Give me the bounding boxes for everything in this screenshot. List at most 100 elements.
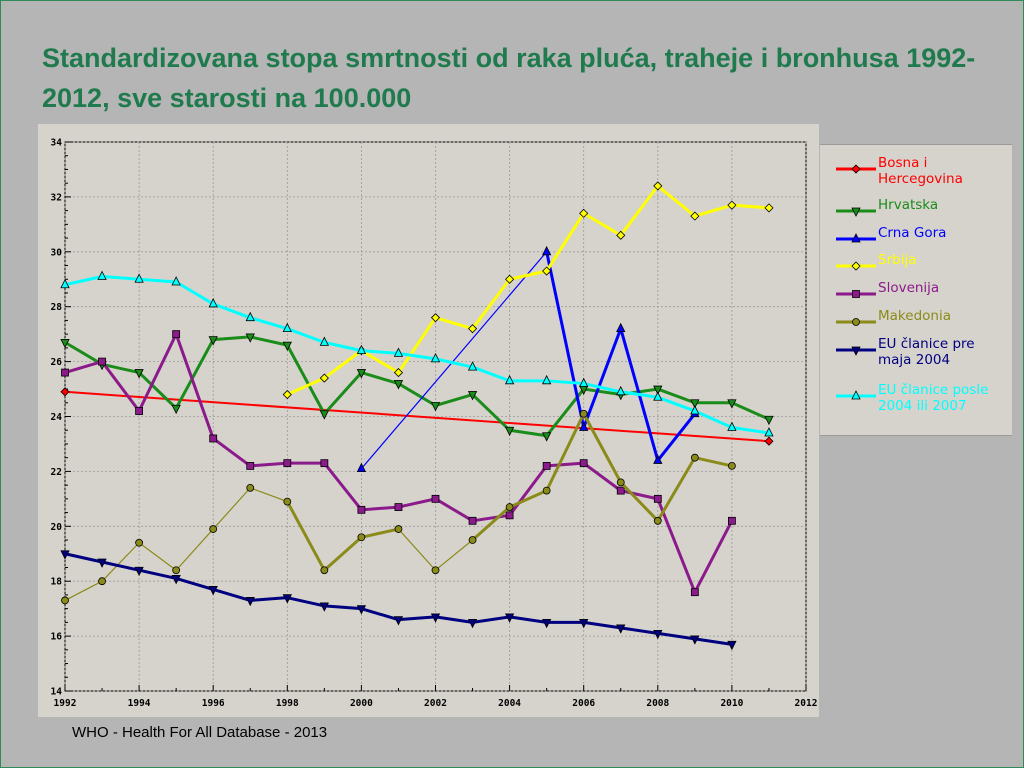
legend-label: Crna Gora xyxy=(878,225,947,241)
series-segment xyxy=(174,280,215,306)
data-point xyxy=(430,402,441,412)
data-point xyxy=(430,352,441,363)
series-segment xyxy=(582,382,623,394)
series-segment xyxy=(656,456,697,523)
series-segment xyxy=(619,390,660,399)
series-segment xyxy=(285,327,326,344)
series-segment xyxy=(211,302,252,320)
series-segment xyxy=(434,393,475,408)
series-segment xyxy=(248,461,289,468)
series-segment xyxy=(471,513,512,523)
data-point xyxy=(98,357,106,366)
data-point xyxy=(505,503,514,511)
data-point xyxy=(245,333,255,343)
data-point xyxy=(468,516,477,525)
data-point xyxy=(653,391,663,401)
series-segment xyxy=(359,505,400,512)
data-point xyxy=(356,462,367,473)
series-segment xyxy=(545,412,586,493)
data-point xyxy=(616,230,626,240)
series-segment xyxy=(322,349,363,380)
data-point xyxy=(61,368,69,377)
series-segment xyxy=(322,461,363,512)
data-point xyxy=(319,336,329,346)
series-segment xyxy=(730,425,771,435)
x-tick-label: 1992 xyxy=(54,698,77,709)
data-point xyxy=(319,373,329,383)
series-segment xyxy=(137,371,178,410)
series-segment xyxy=(63,360,104,375)
series-segment xyxy=(545,211,586,273)
data-point xyxy=(282,389,292,400)
series-segment xyxy=(730,203,771,210)
series-segment xyxy=(471,365,512,383)
data-point xyxy=(579,421,589,431)
series-segment xyxy=(471,615,512,624)
data-point xyxy=(653,494,662,503)
data-point xyxy=(690,399,700,409)
series-segment xyxy=(619,184,660,237)
series-segment xyxy=(359,607,400,622)
y-tick-label: 24 xyxy=(51,412,63,423)
legend-label: Srbija xyxy=(878,252,917,268)
series-segment xyxy=(211,587,252,602)
data-point xyxy=(320,566,329,575)
legend-marker xyxy=(851,346,861,356)
data-point xyxy=(394,525,403,533)
series-segment xyxy=(396,382,437,408)
data-point xyxy=(171,575,181,585)
series-segment xyxy=(138,542,177,571)
data-point xyxy=(579,618,589,629)
series-4 xyxy=(282,181,774,400)
data-point xyxy=(764,415,774,426)
data-point xyxy=(98,577,106,586)
data-point xyxy=(505,274,515,284)
data-point xyxy=(208,298,218,308)
data-point xyxy=(616,322,626,333)
series-segment xyxy=(137,568,178,580)
data-point xyxy=(467,324,478,334)
data-point xyxy=(393,380,404,390)
series-segment xyxy=(322,371,363,416)
data-point xyxy=(542,266,552,276)
chart-legend: Bosna i Hercegovina Hrvatska Crna Gora Srbi… xyxy=(820,144,1012,436)
data-point xyxy=(393,368,404,378)
legend-marker xyxy=(852,290,860,298)
series-segment xyxy=(100,275,141,281)
series-segment xyxy=(64,580,103,602)
y-tick-label: 22 xyxy=(51,467,62,478)
legend-marker xyxy=(851,233,861,243)
data-point xyxy=(320,459,329,468)
legend-label: EU članice pre maja 2004 xyxy=(878,336,975,368)
data-point xyxy=(282,594,292,604)
series-segment xyxy=(359,349,400,375)
series-segment xyxy=(656,184,697,218)
data-point xyxy=(467,618,478,629)
series-segment xyxy=(619,489,660,501)
series-segment xyxy=(545,461,586,468)
data-point xyxy=(764,427,774,437)
series-segment xyxy=(693,637,734,646)
data-point xyxy=(542,618,552,629)
series-segment xyxy=(322,604,363,611)
x-tick-label: 2004 xyxy=(498,698,521,709)
data-point xyxy=(579,409,588,418)
series-segment xyxy=(582,211,623,237)
data-point xyxy=(505,511,514,520)
x-tick-label: 2002 xyxy=(424,698,447,709)
data-point xyxy=(579,459,588,468)
series-segment xyxy=(693,456,734,468)
series-segment xyxy=(322,340,363,353)
series-segment xyxy=(100,362,141,375)
data-point xyxy=(579,377,589,387)
series-segment xyxy=(656,412,697,462)
series-6 xyxy=(61,409,736,605)
series-segment xyxy=(396,351,437,361)
data-point xyxy=(60,278,70,289)
data-point xyxy=(134,273,144,283)
data-point xyxy=(431,494,440,503)
data-point xyxy=(764,436,774,446)
series-segment xyxy=(434,615,475,624)
series-3 xyxy=(356,245,700,473)
series-segment xyxy=(137,277,178,284)
